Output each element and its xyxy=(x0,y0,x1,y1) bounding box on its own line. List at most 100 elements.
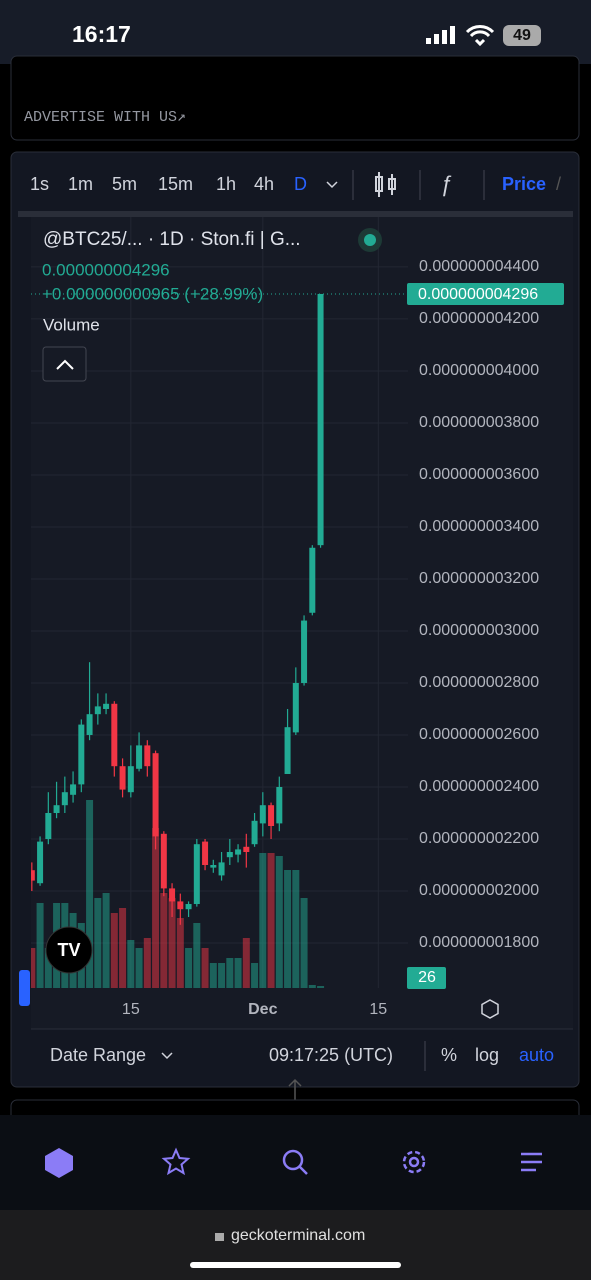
y-tick-label: 0.000000002000 xyxy=(419,882,539,899)
settings-icon[interactable] xyxy=(481,999,499,1019)
volume-bar xyxy=(185,948,193,988)
candle-body xyxy=(111,703,118,767)
symbol-title: @BTC25/... · 1D · Ston.fi | G... xyxy=(43,229,301,250)
candle-body xyxy=(226,852,233,858)
volume-bar xyxy=(86,800,94,988)
volume-bar xyxy=(218,963,226,988)
y-tick-label: 0.000000003000 xyxy=(419,622,539,639)
candle-body xyxy=(185,904,192,910)
percent-toggle[interactable]: % xyxy=(441,1045,457,1065)
candle-body xyxy=(70,784,77,795)
chevron xyxy=(161,1052,173,1060)
volume-bar xyxy=(176,918,184,988)
y-tick-label: 0.000000003800 xyxy=(419,414,539,431)
date-range[interactable]: Date Range xyxy=(50,1045,146,1065)
y-tick-label: 0.000000004200 xyxy=(419,310,539,327)
price-tag-label: 0.000000004296 xyxy=(418,286,538,303)
candle-body xyxy=(193,844,200,905)
volume-bar xyxy=(160,893,168,988)
interval-tab[interactable]: 15m xyxy=(158,174,193,194)
wifi-icon xyxy=(465,25,495,47)
last-price: 0.000000004296 xyxy=(42,260,170,279)
volume-bar xyxy=(44,948,52,988)
lock-icon xyxy=(215,1233,224,1241)
price-tab[interactable]: Price xyxy=(502,174,546,194)
interval-tab[interactable]: 1h xyxy=(216,174,236,194)
volume-bar xyxy=(36,903,44,988)
battery xyxy=(503,25,541,46)
indicators-button[interactable]: ƒ xyxy=(440,171,452,196)
volume-bar xyxy=(201,948,209,988)
volume-bar xyxy=(193,923,201,988)
volume-bar xyxy=(308,985,316,988)
candle-body xyxy=(276,786,283,824)
volume-tag-label: 26 xyxy=(418,969,436,986)
volume-bar xyxy=(259,853,267,988)
volume-bar xyxy=(242,938,250,988)
volume-bar xyxy=(226,958,234,988)
candle-type-button[interactable] xyxy=(375,172,396,197)
tv-logo[interactable] xyxy=(45,926,93,974)
volume-bar xyxy=(234,958,242,988)
plot-clip xyxy=(31,293,325,988)
home-icon[interactable] xyxy=(45,1148,73,1178)
browser-bar xyxy=(0,1210,591,1280)
battery-level: 49 xyxy=(513,27,531,44)
log-toggle[interactable]: log xyxy=(475,1045,499,1065)
interval-tab[interactable]: D xyxy=(294,174,307,194)
volume-bar xyxy=(127,940,135,988)
search-icon[interactable] xyxy=(282,1149,308,1175)
volume-bar xyxy=(275,856,283,988)
side-toggle[interactable] xyxy=(19,970,30,1006)
volume-bar xyxy=(102,893,110,988)
y-tick-label: 0.000000002800 xyxy=(419,674,539,691)
candle-body xyxy=(127,766,134,793)
menu-icon[interactable] xyxy=(521,1152,542,1172)
candle-body xyxy=(31,870,35,881)
volume-bar xyxy=(317,986,325,988)
candle-body xyxy=(284,727,291,774)
candle-body xyxy=(202,841,209,866)
auto-toggle[interactable]: auto xyxy=(519,1045,554,1065)
volume-bar xyxy=(267,853,275,988)
signal-icon xyxy=(426,26,455,44)
x-tick-label: 15 xyxy=(122,1001,140,1018)
volume-bar xyxy=(110,913,118,988)
volume-bar xyxy=(284,870,292,988)
candle-body xyxy=(37,841,44,884)
url: geckoterminal.com xyxy=(231,1227,365,1244)
utc-time: 09:17:25 (UTC) xyxy=(269,1045,393,1065)
price-tag xyxy=(407,282,564,305)
volume-bar xyxy=(152,828,160,988)
collapse-button[interactable] xyxy=(42,346,87,382)
ad-link[interactable]: ADVERTISE WITH US↗ xyxy=(24,109,186,126)
candle-body xyxy=(119,766,126,790)
candle-body xyxy=(210,865,217,868)
candle-body xyxy=(61,792,68,806)
interval-tab[interactable]: 1m xyxy=(68,174,93,194)
volume-tag xyxy=(407,967,446,989)
slash: / xyxy=(556,174,561,194)
candle-body xyxy=(53,805,60,813)
candle-body xyxy=(218,862,225,876)
candle-body xyxy=(243,846,250,853)
x-tick-label: Dec xyxy=(248,1001,277,1018)
interval-tab[interactable]: 4h xyxy=(254,174,274,194)
volume-bar xyxy=(135,948,143,988)
interval-dropdown[interactable] xyxy=(326,181,338,189)
price-change: +0.000000000965 (+28.99%) xyxy=(42,284,263,303)
interval-tab[interactable]: 1s xyxy=(30,174,49,194)
y-tick-label: 0.000000004400 xyxy=(419,258,539,275)
watchlist-icon[interactable] xyxy=(161,1147,191,1176)
y-tick-label: 0.000000002200 xyxy=(419,830,539,847)
bottom-nav xyxy=(0,1115,591,1210)
y-tick-label: 0.000000002400 xyxy=(419,778,539,795)
candle-body xyxy=(259,805,266,824)
status-dot xyxy=(364,234,376,246)
interval-tab[interactable]: 5m xyxy=(112,174,137,194)
settings-nav-icon[interactable] xyxy=(402,1150,426,1174)
candle-body xyxy=(309,547,316,613)
scrollbar xyxy=(18,211,573,217)
candle-body xyxy=(103,703,110,709)
